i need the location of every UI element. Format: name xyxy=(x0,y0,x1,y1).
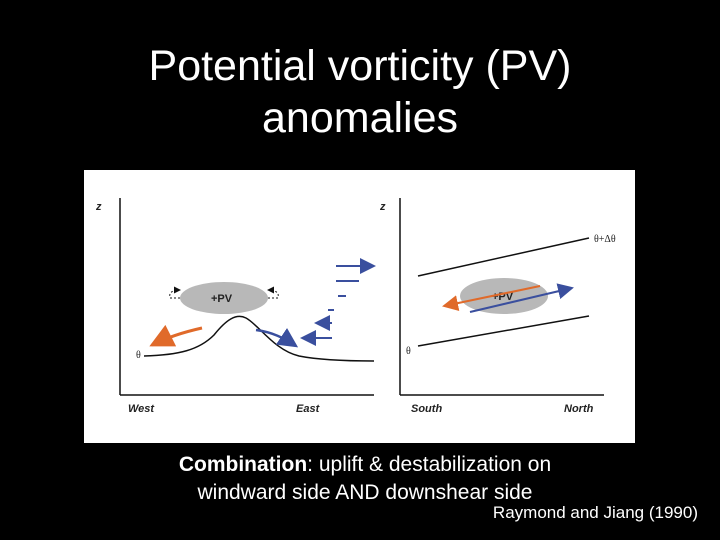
slide-title: Potential vorticity (PV) anomalies xyxy=(0,40,720,144)
right-panel: z South North θ+Δθ θ +PV xyxy=(379,198,616,415)
title-line-1: Potential vorticity (PV) xyxy=(148,42,572,90)
left-theta-label: θ xyxy=(136,350,141,361)
slide-caption: Combination: uplift & destabilization on… xyxy=(100,451,630,507)
left-west-label: West xyxy=(128,403,155,415)
left-east-label: East xyxy=(296,403,321,415)
right-theta-upper-label: θ+Δθ xyxy=(594,234,616,245)
right-blue-arrow xyxy=(469,283,574,313)
right-theta-label: θ xyxy=(406,346,411,357)
left-panel: z West East θ +PV xyxy=(95,198,376,415)
left-pv-ellipse xyxy=(180,282,268,314)
left-orange-arrow xyxy=(149,324,203,347)
title-line-2: anomalies xyxy=(262,94,458,142)
right-north-label: North xyxy=(564,403,594,415)
left-theta-surface xyxy=(143,315,375,362)
caption-bold: Combination xyxy=(178,453,308,476)
left-circulation-east xyxy=(267,286,279,299)
right-pv-ellipse xyxy=(460,278,548,314)
right-z-label: z xyxy=(379,201,386,213)
pv-diagram-svg: z West East θ +PV xyxy=(95,198,616,415)
right-south-label: South xyxy=(411,403,442,415)
caption-line-2: windward side AND downshear side xyxy=(197,481,533,504)
left-z-label: z xyxy=(95,201,102,213)
right-theta-upper-line xyxy=(417,237,590,277)
caption-line-1-rest: : uplift & destabilization on xyxy=(307,453,552,476)
left-circulation-west xyxy=(169,286,181,299)
left-blue-lee-arrow xyxy=(255,327,299,348)
right-theta-lower-line xyxy=(417,315,590,347)
caption-line-1: Combination: uplift & destabilization on xyxy=(100,451,630,479)
right-orange-arrow xyxy=(442,285,541,311)
left-pv-label: +PV xyxy=(211,293,233,305)
citation: Raymond and Jiang (1990) xyxy=(492,503,698,522)
pv-diagram-figure: z West East θ +PV xyxy=(84,170,635,443)
